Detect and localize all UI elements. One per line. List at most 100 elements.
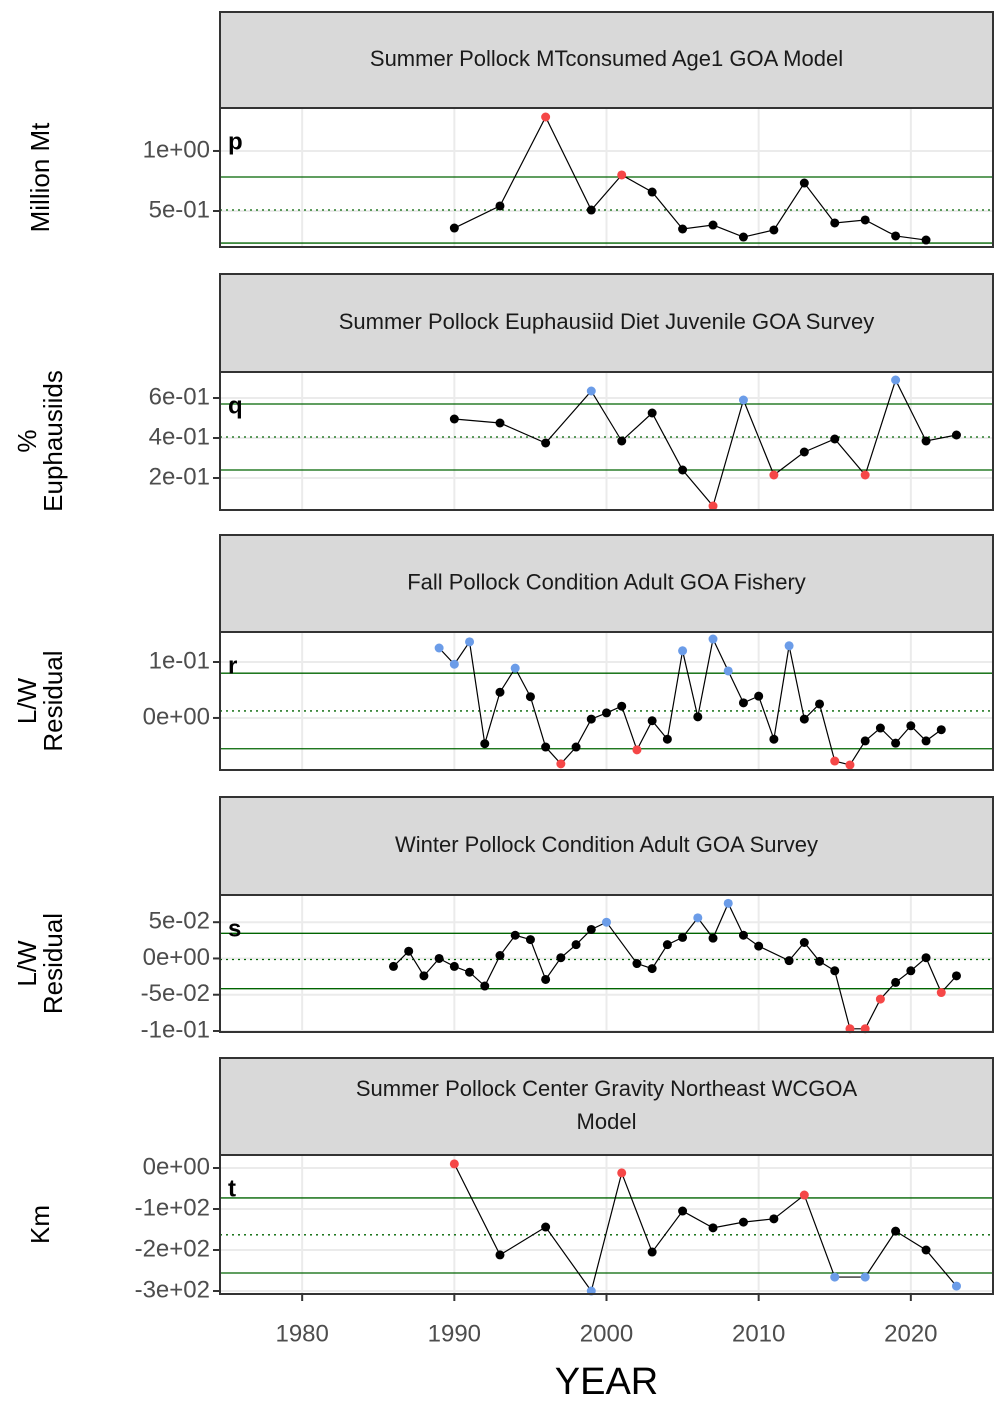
data-point	[708, 501, 718, 511]
data-point	[419, 971, 429, 981]
data-point	[617, 436, 627, 446]
data-point	[571, 940, 581, 950]
strip	[219, 273, 994, 373]
data-point	[951, 430, 961, 440]
data-point	[891, 375, 901, 385]
data-point	[678, 1206, 688, 1216]
data-point	[891, 977, 901, 987]
data-point	[617, 701, 627, 711]
data-point	[541, 974, 551, 984]
data-point	[951, 1281, 961, 1291]
data-point	[860, 215, 870, 225]
strip	[219, 1057, 994, 1156]
data-point	[921, 1245, 931, 1255]
data-point	[678, 465, 688, 475]
data-point	[510, 930, 520, 940]
y-tick-label: -5e-02	[141, 980, 210, 1007]
data-point	[738, 930, 748, 940]
data-point	[693, 712, 703, 722]
data-point	[906, 966, 916, 976]
plot-border	[219, 371, 994, 511]
data-point	[769, 1214, 779, 1224]
data-point	[678, 646, 688, 656]
data-point	[449, 961, 459, 971]
x-tick-label: 1990	[428, 1320, 481, 1347]
data-point	[571, 742, 581, 752]
data-point	[388, 961, 398, 971]
data-point	[891, 231, 901, 241]
data-point	[708, 634, 718, 644]
y-tick-label: 5e-01	[149, 196, 210, 223]
data-point	[647, 408, 657, 418]
y-tick-label: -2e+02	[135, 1235, 210, 1262]
data-point	[541, 438, 551, 448]
data-point	[754, 941, 764, 951]
data-point	[495, 951, 505, 961]
data-point	[465, 967, 475, 977]
y-tick-label: -1e+02	[135, 1194, 210, 1221]
data-point	[738, 395, 748, 405]
data-point	[875, 723, 885, 733]
data-point	[738, 698, 748, 708]
panel-title: Summer Pollock Euphausiid Diet Juvenile …	[339, 309, 875, 334]
y-axis-label: Residual	[38, 650, 68, 751]
data-point	[738, 232, 748, 242]
panel-label: s	[228, 915, 241, 942]
y-tick-label: 4e-01	[149, 423, 210, 450]
data-point	[784, 641, 794, 651]
data-point	[586, 386, 596, 396]
y-axis-label: L/W	[12, 940, 42, 987]
data-point	[723, 898, 733, 908]
data-point	[921, 235, 931, 245]
data-point	[449, 659, 459, 669]
panel-title: Winter Pollock Condition Adult GOA Surve…	[395, 832, 818, 857]
data-point	[891, 738, 901, 748]
series-line	[453, 1163, 957, 1293]
data-point	[556, 759, 566, 769]
data-point	[769, 470, 779, 480]
panel-label: p	[228, 128, 243, 155]
data-point	[465, 637, 475, 647]
y-axis-label: Million Mt	[25, 122, 55, 233]
data-point	[647, 964, 657, 974]
data-point	[936, 988, 946, 998]
data-point	[921, 953, 931, 963]
y-tick-label: 0e+00	[143, 944, 210, 971]
data-point	[495, 418, 505, 428]
data-point	[541, 1222, 551, 1232]
data-point	[906, 721, 916, 731]
data-point	[738, 1217, 748, 1227]
data-point	[754, 691, 764, 701]
data-point	[678, 932, 688, 942]
y-axis-label: Euphausiids	[38, 370, 68, 512]
data-point	[617, 1168, 627, 1178]
data-point	[662, 940, 672, 950]
data-point	[586, 924, 596, 934]
y-tick-label: 5e-02	[149, 908, 210, 935]
data-point	[495, 201, 505, 211]
data-point	[830, 1272, 840, 1282]
data-point	[799, 938, 809, 948]
y-axis-label: %	[12, 429, 42, 452]
data-point	[830, 966, 840, 976]
plot-border	[219, 107, 994, 248]
x-axis-label: YEAR	[555, 1361, 658, 1403]
panel-label: q	[228, 392, 243, 419]
data-point	[662, 734, 672, 744]
x-tick-label: 2020	[884, 1320, 937, 1347]
strip	[219, 11, 994, 109]
data-point	[799, 447, 809, 457]
y-tick-label: 1e+00	[143, 136, 210, 163]
data-point	[799, 714, 809, 724]
data-point	[449, 223, 459, 233]
data-point	[830, 756, 840, 766]
data-point	[632, 959, 642, 969]
data-point	[586, 205, 596, 215]
data-point	[434, 643, 444, 653]
series-line	[438, 637, 942, 766]
y-tick-label: 0e+00	[143, 703, 210, 730]
data-point	[480, 739, 490, 749]
y-tick-label: -3e+02	[135, 1276, 210, 1303]
